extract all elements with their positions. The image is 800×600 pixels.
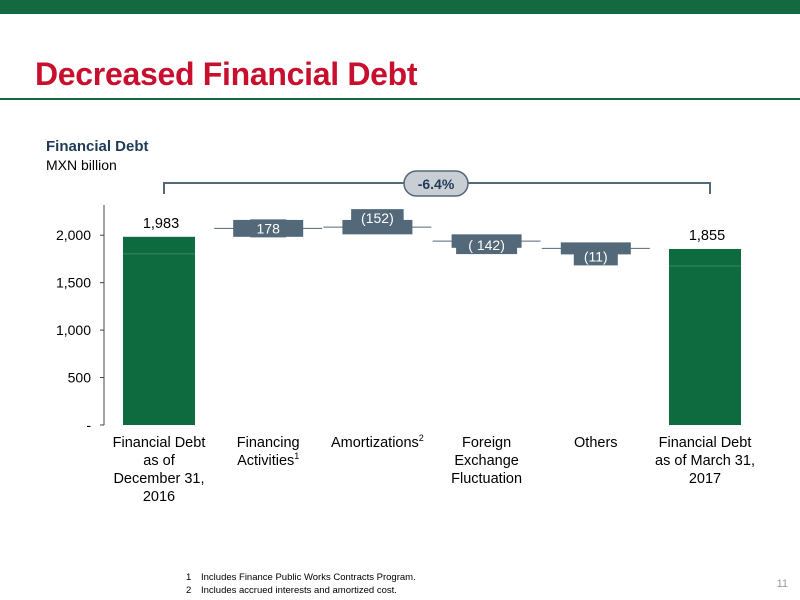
footnote-reference: 1 [294,451,300,462]
footnote-number: 1 [186,572,192,583]
footnotes: 1 Includes Finance Public Works Contracts… [186,571,416,597]
chart-title: Financial Debt [46,138,149,155]
slide-title: Decreased Financial Debt [35,56,418,92]
total-bar [669,248,741,425]
x-tick-label-line: Exchange [454,453,519,469]
x-tick-label-line: 2016 [142,489,176,505]
footnote-text: Includes Finance Public Works Contracts … [201,572,416,583]
y-tick-label: 500 [68,370,92,386]
x-tick-label-line: Activities1 [237,451,300,469]
x-tick-label-line: Financial Debt [112,435,206,451]
data-label-box [456,236,518,255]
data-label-box [250,219,287,238]
data-label: 178 [257,220,281,236]
footnote-text: Includes accrued interests and amortized… [201,585,397,596]
data-label: 1,855 [689,228,725,244]
data-label: (11) [584,248,608,264]
x-tick-label: Amortizations2 [319,434,435,452]
data-label-box [351,209,404,228]
x-tick-label: Financial Debt as of March 31, 2017 [647,434,763,488]
footnote-number: 2 [186,585,192,596]
x-tick-label-line: December 31, [113,471,205,487]
x-tick-label: Foreign Exchange Fluctuation [429,434,545,488]
data-label: ( 142) [468,237,505,253]
x-tick-label-line: Financial Debt [658,435,752,451]
y-tick-label: 1,500 [56,275,91,291]
chart-subtitle: MXN billion [46,157,117,173]
footnote-reference: 2 [418,433,424,444]
title-divider [0,98,800,100]
x-tick-label: Financial Debt as of December 31, 2016 [101,434,217,506]
x-tick-label-line: Fluctuation [451,471,523,487]
top-band [0,0,800,14]
x-tick-label-line: Foreign [462,435,512,451]
x-tick-label-line: as of March 31, [655,453,755,469]
footnote-1: 1 Includes Finance Public Works Contracts… [186,571,416,584]
x-tick-label-line: as of [143,453,175,469]
data-label-box [573,247,618,266]
x-tick-label-line: Amortizations2 [330,433,424,451]
data-label: 1,983 [143,216,179,232]
x-tick-label: Others [538,434,654,452]
data-label: (152) [361,210,394,226]
page-number: 11 [776,578,788,590]
change-label: -6.4% [418,176,455,192]
y-tick-label: 1,000 [56,322,91,338]
x-tick-label: Financing Activities1 [210,434,326,470]
footnote-2: 2 Includes accrued interests and amortize… [186,584,416,597]
total-bar [123,236,195,425]
x-tick-label-line: Others [574,435,618,451]
y-tick-label: - [86,417,91,433]
x-tick-label-line: 2017 [688,471,722,487]
y-tick-label: 2,000 [56,227,91,243]
x-tick-label-line: Financing [236,435,300,451]
change-badge [403,170,469,197]
